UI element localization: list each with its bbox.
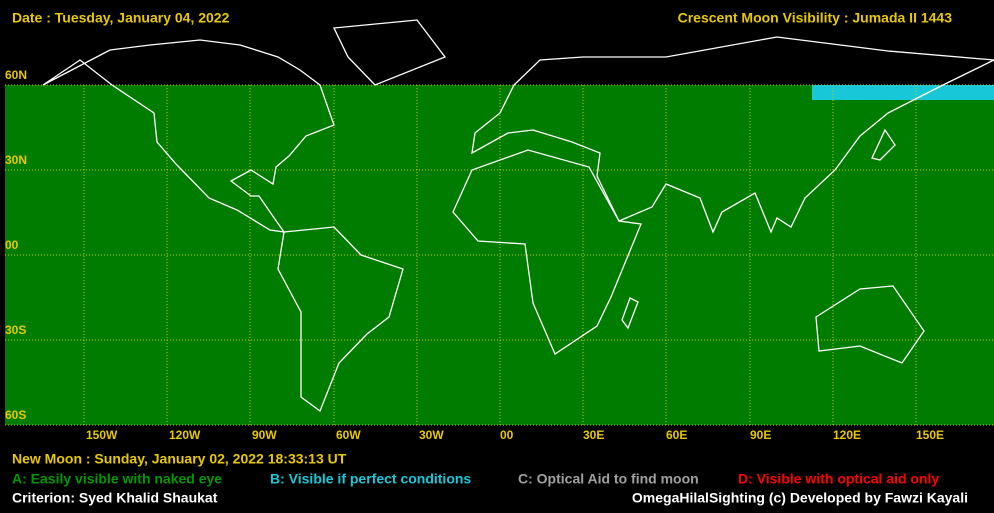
visibility-zone-a (5, 85, 994, 425)
lat-label: 60S (5, 408, 26, 422)
lon-label: 120E (833, 428, 861, 442)
lon-label: 60E (666, 428, 687, 442)
coastlines (42, 19, 994, 413)
eurasia (471, 36, 994, 234)
credit: OmegaHilalSighting (c) Developed by Fawz… (632, 490, 968, 506)
lon-label: 30E (583, 428, 604, 442)
legend-c: C: Optical Aid to find moon (518, 471, 699, 487)
legend-d: D: Visible with optical aid only (738, 471, 939, 487)
legend-a: A: Easily visible with naked eye (12, 471, 222, 487)
lon-label: 120W (169, 428, 201, 442)
lat-label: 00 (5, 238, 19, 252)
visibility-zone-b (812, 85, 994, 100)
lat-labels: 60N 30N 00 30S 60S (5, 68, 27, 422)
japan (871, 128, 896, 161)
new-moon: New Moon : Sunday, January 02, 2022 18:3… (12, 451, 347, 467)
lon-label: 60W (336, 428, 361, 442)
lon-label: 90W (252, 428, 277, 442)
lon-labels: 150W 120W 90W 60W 30W 00 30E 60E 90E 120… (86, 428, 944, 442)
lon-label: 00 (500, 428, 514, 442)
lat-label: 30S (5, 323, 26, 337)
north-america (42, 39, 335, 233)
date: Date : Tuesday, January 04, 2022 (12, 10, 230, 26)
africa (452, 149, 642, 355)
lat-label: 60N (5, 68, 27, 82)
australia (815, 285, 925, 364)
madagascar (621, 297, 639, 330)
lon-label: 150W (86, 428, 118, 442)
lon-label: 90E (750, 428, 771, 442)
lat-label: 30N (5, 153, 27, 167)
lon-label: 30W (419, 428, 444, 442)
legend-b: B: Visible if perfect conditions (270, 471, 471, 487)
lon-label: 150E (916, 428, 944, 442)
criterion: Criterion: Syed Khalid Shaukat (12, 490, 218, 506)
title: Crescent Moon Visibility : Jumada II 144… (678, 10, 953, 26)
greenland (333, 19, 447, 86)
south-america (277, 226, 404, 413)
